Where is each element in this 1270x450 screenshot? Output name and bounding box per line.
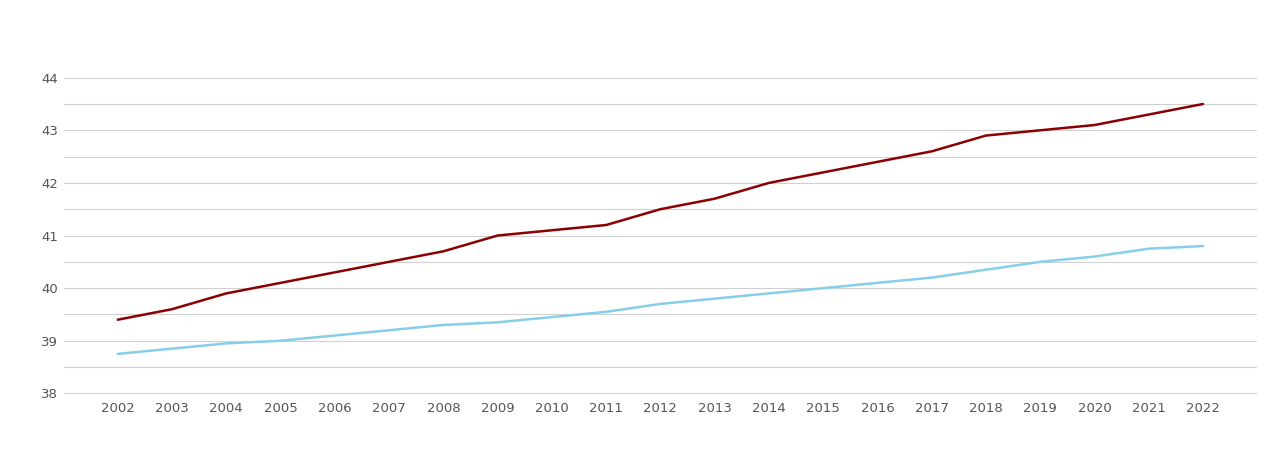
England & Wales avg. age — [1142, 246, 1157, 252]
Shropshire — [815, 170, 831, 175]
Shropshire — [110, 317, 126, 322]
Line: England & Wales avg. age: England & Wales avg. age — [118, 246, 1203, 354]
England & Wales avg. age — [707, 296, 723, 302]
England & Wales avg. age — [925, 275, 940, 280]
England & Wales avg. age — [761, 291, 776, 296]
Legend: Shropshire, England & Wales avg. age: Shropshire, England & Wales avg. age — [64, 0, 472, 6]
Shropshire — [598, 222, 613, 228]
Shropshire — [490, 233, 505, 238]
England & Wales avg. age — [164, 346, 179, 351]
Shropshire — [164, 306, 179, 312]
England & Wales avg. age — [490, 320, 505, 325]
Shropshire — [545, 228, 560, 233]
England & Wales avg. age — [218, 341, 234, 346]
England & Wales avg. age — [545, 315, 560, 320]
England & Wales avg. age — [110, 351, 126, 356]
England & Wales avg. age — [598, 309, 613, 315]
England & Wales avg. age — [436, 322, 451, 328]
Shropshire — [707, 196, 723, 202]
England & Wales avg. age — [381, 328, 396, 333]
Shropshire — [761, 180, 776, 185]
Shropshire — [328, 270, 343, 275]
Shropshire — [653, 207, 668, 212]
Shropshire — [218, 291, 234, 296]
Shropshire — [978, 133, 993, 138]
England & Wales avg. age — [870, 280, 885, 286]
England & Wales avg. age — [328, 333, 343, 338]
Shropshire — [925, 148, 940, 154]
Shropshire — [1142, 112, 1157, 117]
Shropshire — [381, 259, 396, 265]
Shropshire — [1195, 101, 1210, 107]
England & Wales avg. age — [653, 301, 668, 306]
Line: Shropshire: Shropshire — [118, 104, 1203, 320]
Shropshire — [1087, 122, 1102, 128]
England & Wales avg. age — [1033, 259, 1048, 265]
England & Wales avg. age — [1195, 243, 1210, 249]
Shropshire — [273, 280, 288, 286]
England & Wales avg. age — [815, 285, 831, 291]
England & Wales avg. age — [978, 267, 993, 272]
England & Wales avg. age — [1087, 254, 1102, 259]
Shropshire — [870, 159, 885, 165]
Shropshire — [1033, 128, 1048, 133]
Shropshire — [436, 248, 451, 254]
England & Wales avg. age — [273, 338, 288, 343]
